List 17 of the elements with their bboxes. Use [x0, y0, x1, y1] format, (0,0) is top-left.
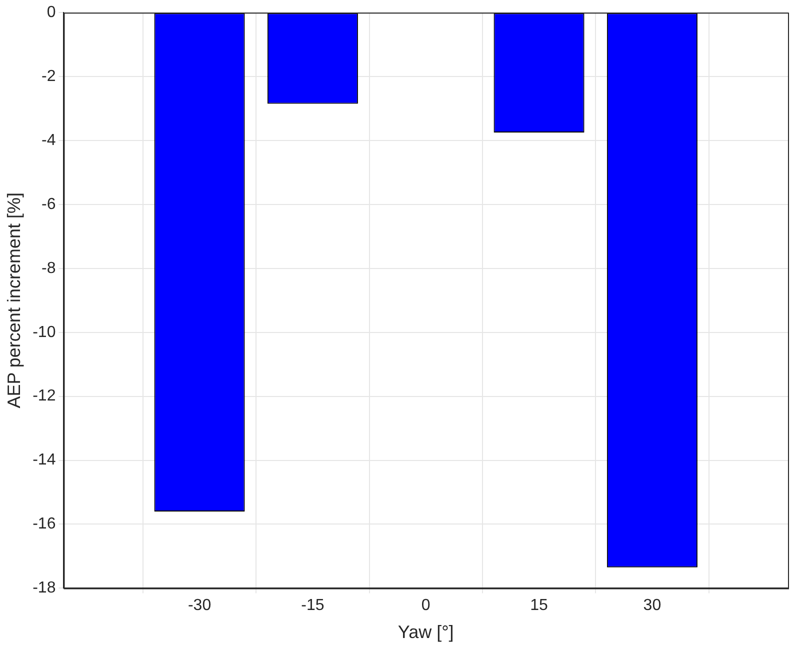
x-tick-label: 15: [530, 597, 548, 614]
y-axis-title: AEP percent increment [%]: [4, 192, 24, 408]
x-tick-label: 0: [421, 597, 430, 614]
x-tick-label: 30: [643, 597, 662, 614]
y-tick-label: -4: [41, 132, 56, 149]
y-tick-label: -12: [32, 388, 56, 405]
y-tick-label: -8: [41, 260, 56, 277]
y-tick-label: 0: [46, 4, 56, 22]
y-tick-label: -16: [32, 516, 56, 533]
y-tick-label: -6: [41, 196, 56, 213]
y-tick-label: -18: [32, 580, 56, 597]
x-axis-title: Yaw [°]: [398, 622, 454, 642]
y-tick-label: -10: [32, 324, 56, 341]
x-tick-label: -15: [301, 597, 324, 614]
x-tick-label: -30: [188, 597, 212, 614]
y-tick-label: -2: [41, 68, 56, 85]
y-tick-label: -14: [32, 452, 56, 469]
